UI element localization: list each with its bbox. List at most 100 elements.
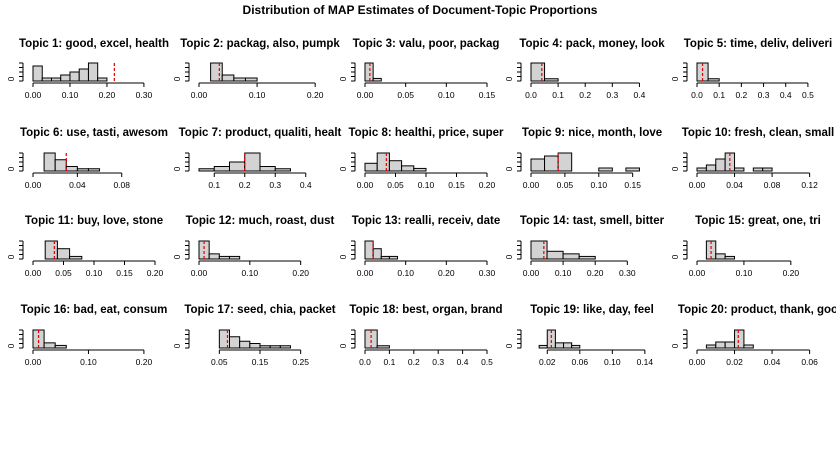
histogram-bar bbox=[625, 167, 640, 172]
x-tick-label: 0.10 bbox=[86, 268, 103, 278]
histogram-bar bbox=[229, 161, 246, 172]
histogram-bar bbox=[54, 159, 67, 172]
x-tick-label: 0.30 bbox=[136, 90, 153, 100]
x-tick-label: 0.4 bbox=[634, 90, 646, 100]
histogram-bar bbox=[43, 342, 56, 349]
histogram-bar bbox=[213, 166, 230, 172]
x-tick-label: 0.4 bbox=[457, 357, 469, 367]
x-tick-label: 0.2 bbox=[735, 90, 747, 100]
panel-title: Topic 20: product, thank, goo bbox=[678, 304, 836, 316]
histogram-bar bbox=[705, 164, 717, 172]
histogram-bar bbox=[546, 250, 564, 260]
y-tick-label: 0 bbox=[670, 254, 680, 259]
x-tick-label: 0.3 bbox=[606, 90, 618, 100]
histogram-bar bbox=[578, 255, 596, 260]
y-tick-label: 0 bbox=[6, 76, 16, 81]
x-tick-label: 0.05 bbox=[387, 180, 404, 190]
panel-title: Topic 7: product, qualiti, healt bbox=[179, 127, 342, 139]
histogram-bar bbox=[43, 152, 56, 172]
y-tick-label: 0 bbox=[338, 76, 348, 81]
x-tick-label: 0.10 bbox=[438, 90, 455, 100]
histogram-panel-topic-16: Topic 16: bad, eat, consum 0 0.00 0.10 0.20 bbox=[6, 304, 167, 367]
histogram-bar bbox=[571, 344, 581, 349]
histogram-bar bbox=[562, 253, 580, 260]
x-tick-label: 0.15 bbox=[252, 357, 269, 367]
histogram-bar bbox=[41, 77, 52, 82]
x-tick-label: 0.00 bbox=[357, 180, 374, 190]
panel-title: Topic 11: buy, love, stone bbox=[25, 215, 163, 227]
panel-title: Topic 13: realli, receiv, date bbox=[352, 215, 501, 227]
histogram-bar bbox=[376, 152, 390, 172]
histogram-panel-topic-2: Topic 2: packag, also, pumpk 0 0.00 0.10 0.2… bbox=[172, 38, 340, 100]
histogram-bar bbox=[239, 340, 251, 349]
x-tick-label: 0.00 bbox=[25, 268, 42, 278]
x-tick-label: 0.08 bbox=[764, 180, 781, 190]
histogram-bar bbox=[388, 255, 399, 260]
histogram-bar bbox=[259, 166, 276, 172]
y-tick-label: 0 bbox=[6, 254, 16, 259]
histogram-bar bbox=[734, 329, 745, 349]
x-tick-label: 0.3 bbox=[432, 357, 444, 367]
histogram-panel-topic-12: Topic 12: much, roast, dust 0 0.00 0.10 0.20 bbox=[172, 215, 335, 278]
histogram-panel-topic-4: Topic 4: pack, money, look 0 0.0 0.1 0.2 0.3 0… bbox=[504, 38, 665, 100]
histogram-panel-topic-17: Topic 17: seed, chia, packet 0 0.05 0.15 0.2… bbox=[172, 304, 336, 367]
panel-title: Topic 17: seed, chia, packet bbox=[184, 304, 335, 316]
histogram-bar bbox=[233, 77, 246, 82]
x-tick-label: 0.20 bbox=[292, 268, 309, 278]
x-tick-label: 0.08 bbox=[113, 180, 130, 190]
x-tick-label: 0.05 bbox=[557, 180, 574, 190]
x-tick-label: 0.0 bbox=[691, 90, 703, 100]
x-tick-label: 0.04 bbox=[726, 180, 743, 190]
y-tick-label: 0 bbox=[6, 343, 16, 348]
histogram-bar bbox=[544, 155, 559, 172]
x-tick-label: 0.00 bbox=[689, 357, 706, 367]
histogram-panel-topic-15: Topic 15: great, one, tri 0 0.00 0.10 0.20 bbox=[670, 215, 821, 278]
histogram-bar bbox=[563, 342, 573, 349]
histogram-bar bbox=[244, 77, 258, 82]
histogram-bar bbox=[372, 248, 382, 260]
panel-title: Topic 3: valu, poor, packag bbox=[353, 38, 500, 50]
x-tick-label: 0.00 bbox=[689, 180, 706, 190]
panel-title: Topic 19: like, day, feel bbox=[530, 304, 654, 316]
histogram-bar bbox=[364, 62, 374, 82]
x-tick-label: 0.2 bbox=[579, 90, 591, 100]
x-tick-label: 0.06 bbox=[801, 357, 818, 367]
histogram-panel-topic-3: Topic 3: valu, poor, packag 0 0.00 0.05 0.10… bbox=[338, 38, 499, 100]
panel-title: Topic 16: bad, eat, consum bbox=[21, 304, 168, 316]
panel-title: Topic 9: nice, month, love bbox=[522, 127, 662, 139]
y-tick-label: 0 bbox=[670, 76, 680, 81]
x-tick-label: 0.4 bbox=[300, 180, 312, 190]
histogram-bar bbox=[87, 62, 99, 82]
histogram-bar bbox=[44, 240, 58, 260]
chart-title: Distribution of MAP Estimates of Documen… bbox=[243, 3, 598, 17]
histogram-bar bbox=[218, 255, 230, 260]
histogram-bar bbox=[388, 160, 403, 172]
histogram-bar bbox=[752, 167, 764, 172]
histogram-bar bbox=[554, 342, 565, 349]
x-tick-label: 0.20 bbox=[438, 268, 455, 278]
y-tick-label: 0 bbox=[338, 343, 348, 348]
x-tick-label: 0.10 bbox=[397, 268, 414, 278]
y-tick-label: 0 bbox=[172, 166, 182, 171]
x-tick-label: 0.02 bbox=[726, 357, 743, 367]
histogram-panel-topic-19: Topic 19: like, day, feel 0 0.02 0.06 0.10 0.… bbox=[504, 304, 654, 367]
histogram-bar bbox=[724, 341, 736, 349]
histogram-panel-topic-6: Topic 6: use, tasti, awesom 0 0.00 0.04 0.08 bbox=[6, 127, 168, 190]
y-tick-label: 0 bbox=[6, 166, 16, 171]
x-tick-label: 0.15 bbox=[624, 180, 641, 190]
x-tick-label: 0.00 bbox=[357, 90, 374, 100]
histogram-bar bbox=[69, 255, 83, 260]
y-tick-label: 0 bbox=[504, 254, 514, 259]
y-tick-label: 0 bbox=[504, 166, 514, 171]
x-tick-label: 0.05 bbox=[397, 90, 414, 100]
histogram-panel-topic-10: Topic 10: fresh, clean, small 0 0.00 0.04 0.… bbox=[670, 127, 834, 190]
histogram-bar bbox=[78, 68, 89, 82]
y-tick-label: 0 bbox=[172, 254, 182, 259]
histogram-panel-topic-18: Topic 18: best, organ, brand 0 0.0 0.1 0.2 0.… bbox=[338, 304, 503, 367]
x-tick-label: 0.0 bbox=[525, 90, 537, 100]
x-tick-label: 0.10 bbox=[555, 268, 572, 278]
x-tick-label: 0.10 bbox=[418, 180, 435, 190]
histogram-bar bbox=[413, 167, 427, 172]
x-tick-label: 0.2 bbox=[408, 357, 420, 367]
